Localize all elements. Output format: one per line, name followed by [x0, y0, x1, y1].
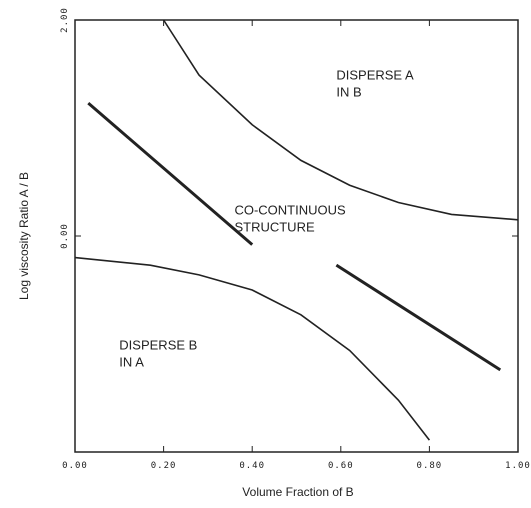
y-axis-label: Log viscosity Ratio A / B: [17, 172, 31, 300]
x-axis-label: Volume Fraction of B: [242, 485, 353, 499]
annotation: CO-CONTINUOUS: [234, 202, 346, 217]
annotation: IN A: [119, 354, 144, 369]
annotation: IN B: [336, 84, 361, 99]
curve: [335, 263, 502, 372]
plot-frame: [74, 19, 519, 453]
curve: [162, 19, 519, 221]
x-tick-label: 0.00: [62, 461, 88, 471]
curve: [87, 102, 254, 246]
annotation: DISPERSE B: [119, 337, 197, 352]
annotation: DISPERSE A: [336, 67, 414, 82]
x-tick-label: 0.60: [328, 461, 354, 471]
x-tick-label: 0.40: [239, 461, 265, 471]
curve: [74, 256, 431, 441]
x-tick-label: 0.20: [151, 461, 177, 471]
y-tick-label: 0.00: [60, 223, 70, 249]
x-tick-label: 0.80: [417, 461, 443, 471]
x-tick-label: 1.00: [505, 461, 531, 471]
y-tick-label: 2.00: [60, 7, 70, 33]
annotation: STRUCTURE: [234, 219, 314, 234]
